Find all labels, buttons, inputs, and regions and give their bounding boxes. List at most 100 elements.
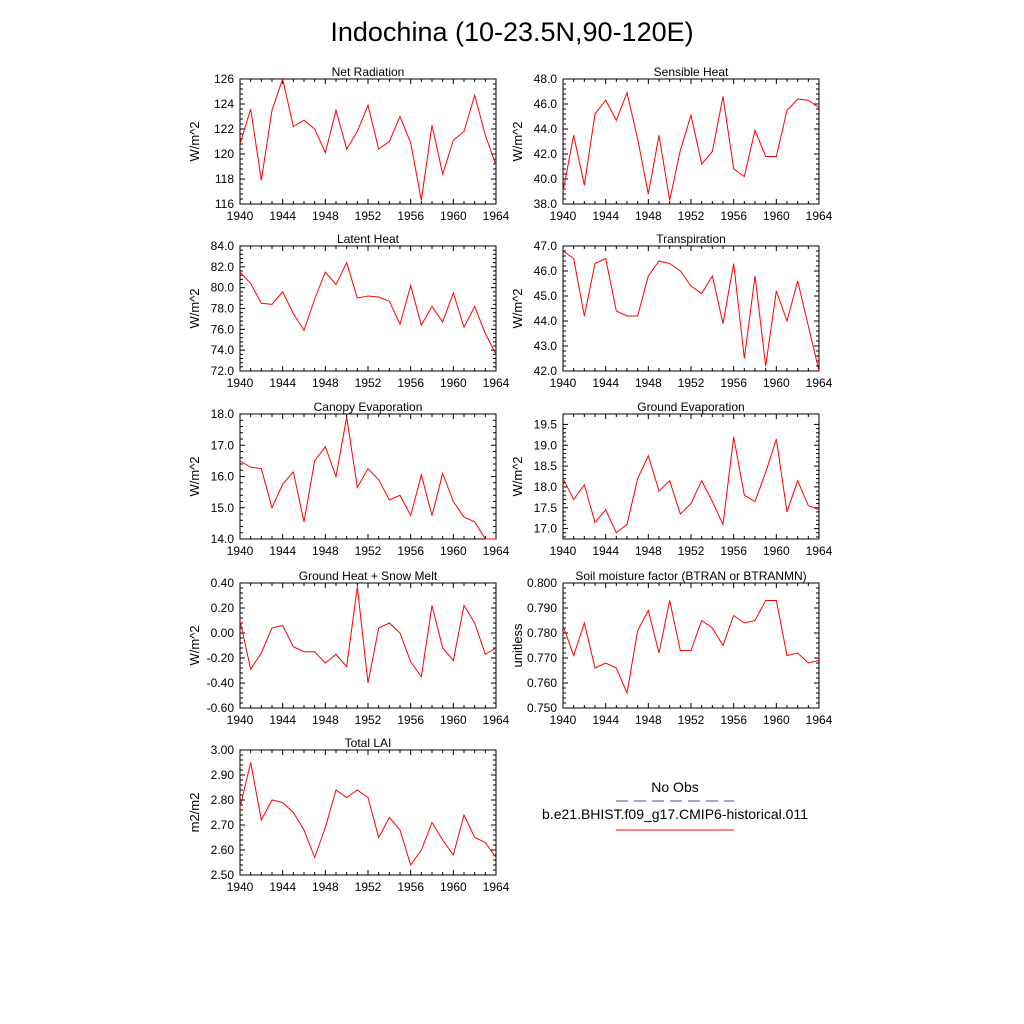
x-tick-label: 1944 [592,376,619,390]
plot-frame [562,78,820,205]
x-tick-label: 1960 [440,880,467,894]
y-tick-label: 72.0 [211,364,235,378]
y-tick-label: 0.20 [211,601,235,615]
panel-title: Total LAI [345,736,392,750]
x-tick-label: 1960 [763,209,790,223]
x-tick-label: 1960 [763,376,790,390]
x-tick-label: 1956 [720,209,747,223]
x-tick-label: 1944 [269,209,296,223]
x-tick-label: 1956 [397,376,424,390]
x-tick-label: 1944 [269,880,296,894]
plot-frame [239,582,497,709]
y-tick-label: 2.80 [211,793,235,807]
series-line-model [239,586,497,684]
series-line-model [562,250,820,372]
x-tick-label: 1948 [635,544,662,558]
y-tick-label: 16.0 [211,470,235,484]
y-axis-label: W/m^2 [187,121,202,161]
x-tick-label: 1964 [483,544,510,558]
y-tick-label: 124 [214,97,234,111]
x-tick-label: 1940 [550,209,577,223]
panel-can_evap: Canopy Evaporation W/m^2 14.0 15.0 16.0 17.0 1… [187,400,510,558]
series-line-model [562,91,820,201]
y-tick-label: 44.0 [534,122,558,136]
x-tick-label: 1952 [355,376,382,390]
panel-title: Sensible Heat [654,65,729,79]
x-tick-label: 1956 [397,880,424,894]
y-tick-label: 43.0 [534,339,558,353]
y-tick-label: 48.0 [534,72,558,86]
panel-title: Canopy Evaporation [314,400,423,414]
y-tick-label: 122 [214,122,234,136]
x-tick-label: 1952 [355,880,382,894]
y-tick-label: 80.0 [211,281,235,295]
y-tick-label: 18.5 [534,459,558,473]
x-tick-label: 1940 [227,544,254,558]
x-tick-label: 1944 [592,544,619,558]
plot-frame [239,749,497,876]
y-tick-label: 17.0 [534,522,558,536]
y-axis-label: W/m^2 [187,288,202,328]
x-tick-label: 1948 [635,713,662,727]
series-line-model [239,77,497,201]
y-tick-label: 0.760 [527,676,557,690]
y-tick-label: 46.0 [534,264,558,278]
series-line-model [562,436,820,534]
y-tick-label: 18.0 [534,480,558,494]
y-tick-label: 2.50 [211,868,235,882]
panel-btran: Soil moisture factor (BTRAN or BTRANMN) u… [510,569,833,727]
x-tick-label: 1944 [269,376,296,390]
y-tick-label: 0.40 [211,576,235,590]
x-tick-label: 1948 [312,880,339,894]
legend-model-label: b.e21.BHIST.f09_g17.CMIP6-historical.011 [542,806,808,822]
y-tick-label: 38.0 [534,197,558,211]
panel-lat_heat: Latent Heat W/m^2 72.0 74.0 76.0 78.0 80.0 82.0… [187,232,510,390]
y-tick-label: 78.0 [211,302,235,316]
x-tick-label: 1956 [397,713,424,727]
y-tick-label: 18.0 [211,407,235,421]
y-tick-label: 3.00 [211,743,235,757]
y-tick-label: 14.0 [211,532,235,546]
series-line-model [239,261,497,355]
x-tick-label: 1964 [483,713,510,727]
series-line-model [562,600,820,695]
y-tick-label: 42.0 [534,147,558,161]
x-tick-label: 1940 [227,713,254,727]
y-tick-label: 118 [215,172,234,186]
plot-frame [239,413,497,540]
y-tick-label: 19.0 [534,438,558,452]
x-tick-label: 1956 [720,544,747,558]
y-tick-label: 17.5 [534,501,558,515]
x-tick-label: 1944 [592,209,619,223]
plot-frame [562,245,820,372]
y-tick-label: 0.800 [527,576,557,590]
x-tick-label: 1948 [312,713,339,727]
x-tick-label: 1964 [483,880,510,894]
y-tick-label: 116 [215,197,234,211]
y-tick-label: 42.0 [534,364,558,378]
y-axis-label: W/m^2 [510,121,525,161]
x-tick-label: 1948 [312,544,339,558]
series-line-model [239,417,496,540]
x-tick-label: 1964 [483,209,510,223]
plot-frame [239,78,497,205]
figure-title: Indochina (10-23.5N,90-120E) [330,17,693,47]
y-axis-label: W/m^2 [187,456,202,496]
series-line-model [239,762,497,867]
y-axis-label: m2/m2 [187,793,202,833]
x-tick-label: 1948 [635,209,662,223]
x-tick-label: 1960 [763,544,790,558]
y-tick-label: 2.90 [211,768,235,782]
panel-sens_heat: Sensible Heat W/m^2 38.0 40.0 42.0 44.0 46.0 48… [510,65,833,223]
x-tick-label: 1940 [550,376,577,390]
x-tick-label: 1944 [592,713,619,727]
x-tick-label: 1940 [227,376,254,390]
panel-net_rad: Net Radiation W/m^2 116 118 120 122 124 126 1940… [187,65,510,223]
y-tick-label: 2.70 [211,818,235,832]
x-tick-label: 1940 [550,713,577,727]
panel-transp: Transpiration W/m^2 42.0 43.0 44.0 45.0 46.0 47… [510,232,833,390]
x-tick-label: 1952 [678,713,705,727]
panels: Net Radiation W/m^2 116 118 120 122 124 126 1940… [187,65,833,894]
y-tick-label: 0.790 [527,601,557,615]
